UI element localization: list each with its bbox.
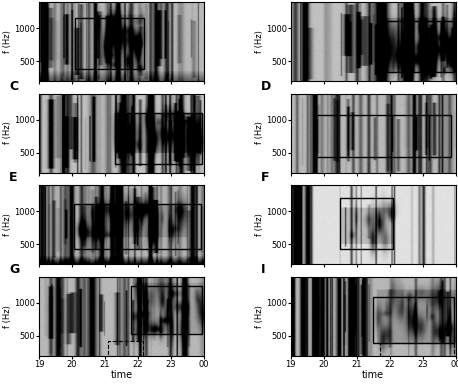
X-axis label: time: time	[362, 370, 384, 380]
Bar	[75, 18, 144, 69]
Y-axis label: f (Hz): f (Hz)	[255, 213, 264, 236]
Bar	[340, 198, 393, 249]
Text: G: G	[9, 263, 20, 276]
Text: C: C	[9, 80, 18, 93]
Bar	[380, 342, 454, 356]
Text: B: B	[261, 0, 271, 1]
Bar	[316, 115, 451, 158]
Bar	[115, 113, 202, 164]
Y-axis label: f (Hz): f (Hz)	[3, 30, 12, 53]
Text: E: E	[9, 171, 18, 184]
Text: F: F	[261, 171, 270, 184]
Y-axis label: f (Hz): f (Hz)	[255, 305, 264, 328]
Bar	[108, 340, 143, 356]
Bar	[74, 204, 201, 249]
Y-axis label: f (Hz): f (Hz)	[255, 122, 264, 144]
Y-axis label: f (Hz): f (Hz)	[255, 30, 264, 53]
Bar	[131, 287, 202, 334]
Y-axis label: f (Hz): f (Hz)	[3, 213, 12, 236]
Bar	[383, 21, 454, 73]
Text: D: D	[261, 80, 272, 93]
Y-axis label: f (Hz): f (Hz)	[3, 305, 12, 328]
X-axis label: time: time	[110, 370, 132, 380]
Text: A: A	[9, 0, 19, 1]
Y-axis label: f (Hz): f (Hz)	[3, 122, 12, 144]
Text: I: I	[261, 263, 266, 276]
Bar	[373, 297, 454, 343]
